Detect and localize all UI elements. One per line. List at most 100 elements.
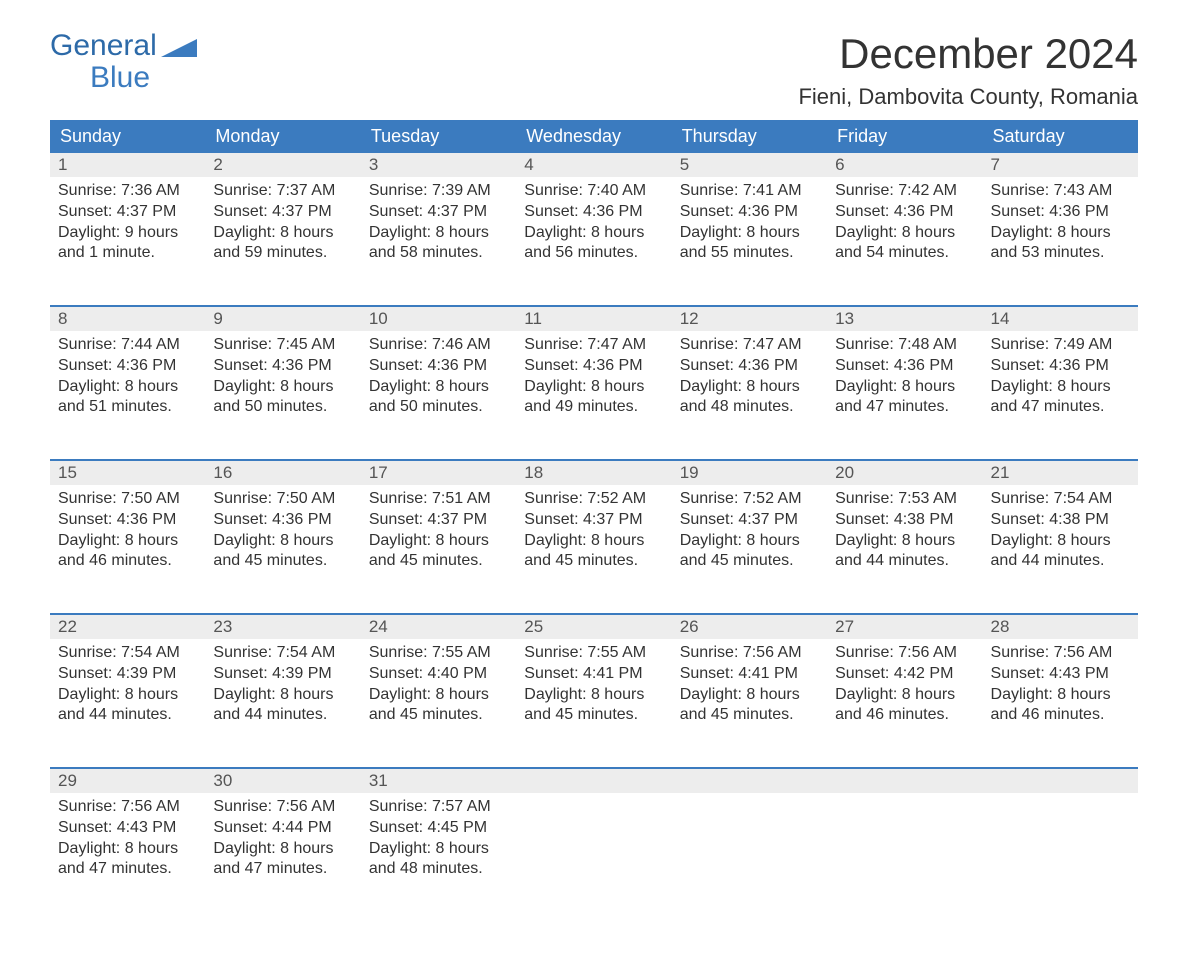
day1-text: Daylight: 8 hours	[369, 377, 508, 398]
sunset-text: Sunset: 4:43 PM	[58, 818, 197, 839]
sunset-text: Sunset: 4:37 PM	[369, 510, 508, 531]
day-cell: Sunrise: 7:54 AMSunset: 4:39 PMDaylight:…	[205, 639, 360, 768]
day-cell: Sunrise: 7:50 AMSunset: 4:36 PMDaylight:…	[205, 485, 360, 614]
sunrise-text: Sunrise: 7:56 AM	[835, 643, 974, 664]
day-number: 17	[361, 461, 516, 485]
day1-text: Daylight: 8 hours	[213, 377, 352, 398]
day2-text: and 56 minutes.	[524, 243, 663, 264]
day-cell: Sunrise: 7:57 AMSunset: 4:45 PMDaylight:…	[361, 793, 516, 921]
day-body-row: Sunrise: 7:36 AMSunset: 4:37 PMDaylight:…	[50, 177, 1138, 306]
day-cell: Sunrise: 7:36 AMSunset: 4:37 PMDaylight:…	[50, 177, 205, 306]
brand-logo: General Blue	[50, 30, 197, 93]
day-cell: Sunrise: 7:43 AMSunset: 4:36 PMDaylight:…	[983, 177, 1138, 306]
weekday-header: Monday	[205, 120, 360, 153]
day1-text: Daylight: 8 hours	[835, 531, 974, 552]
sunrise-text: Sunrise: 7:54 AM	[213, 643, 352, 664]
day-cell: Sunrise: 7:54 AMSunset: 4:39 PMDaylight:…	[50, 639, 205, 768]
day-cell: Sunrise: 7:39 AMSunset: 4:37 PMDaylight:…	[361, 177, 516, 306]
sunrise-text: Sunrise: 7:53 AM	[835, 489, 974, 510]
day1-text: Daylight: 8 hours	[58, 531, 197, 552]
day1-text: Daylight: 8 hours	[369, 685, 508, 706]
day-cell: Sunrise: 7:55 AMSunset: 4:40 PMDaylight:…	[361, 639, 516, 768]
day2-text: and 47 minutes.	[58, 859, 197, 880]
sunrise-text: Sunrise: 7:47 AM	[680, 335, 819, 356]
weekday-header-row: Sunday Monday Tuesday Wednesday Thursday…	[50, 120, 1138, 153]
sunset-text: Sunset: 4:39 PM	[58, 664, 197, 685]
sunset-text: Sunset: 4:36 PM	[369, 356, 508, 377]
day-cell: Sunrise: 7:56 AMSunset: 4:43 PMDaylight:…	[983, 639, 1138, 768]
sunset-text: Sunset: 4:45 PM	[369, 818, 508, 839]
sunset-text: Sunset: 4:36 PM	[58, 510, 197, 531]
sunrise-text: Sunrise: 7:41 AM	[680, 181, 819, 202]
day-number: 28	[983, 615, 1138, 639]
day2-text: and 45 minutes.	[369, 551, 508, 572]
day1-text: Daylight: 8 hours	[524, 531, 663, 552]
day-cell: Sunrise: 7:55 AMSunset: 4:41 PMDaylight:…	[516, 639, 671, 768]
sunset-text: Sunset: 4:40 PM	[369, 664, 508, 685]
sunrise-text: Sunrise: 7:37 AM	[213, 181, 352, 202]
sunrise-text: Sunrise: 7:42 AM	[835, 181, 974, 202]
weekday-header: Thursday	[672, 120, 827, 153]
day-cell: Sunrise: 7:47 AMSunset: 4:36 PMDaylight:…	[516, 331, 671, 460]
location-label: Fieni, Dambovita County, Romania	[798, 84, 1138, 110]
day-number-row: 293031	[50, 769, 1138, 793]
day-number: 3	[361, 153, 516, 177]
day1-text: Daylight: 8 hours	[835, 377, 974, 398]
sunset-text: Sunset: 4:41 PM	[524, 664, 663, 685]
sunset-text: Sunset: 4:38 PM	[991, 510, 1130, 531]
day-number: 1	[50, 153, 205, 177]
day2-text: and 47 minutes.	[213, 859, 352, 880]
day1-text: Daylight: 8 hours	[213, 685, 352, 706]
day-number: 21	[983, 461, 1138, 485]
day1-text: Daylight: 8 hours	[680, 377, 819, 398]
sunset-text: Sunset: 4:42 PM	[835, 664, 974, 685]
day2-text: and 53 minutes.	[991, 243, 1130, 264]
sunrise-text: Sunrise: 7:55 AM	[524, 643, 663, 664]
day-number-row: 22232425262728	[50, 615, 1138, 639]
day2-text: and 45 minutes.	[213, 551, 352, 572]
day-cell	[516, 793, 671, 921]
sunrise-text: Sunrise: 7:57 AM	[369, 797, 508, 818]
sunrise-text: Sunrise: 7:50 AM	[58, 489, 197, 510]
sunset-text: Sunset: 4:36 PM	[835, 202, 974, 223]
day-number: 6	[827, 153, 982, 177]
day1-text: Daylight: 8 hours	[835, 223, 974, 244]
day2-text: and 45 minutes.	[524, 551, 663, 572]
day1-text: Daylight: 8 hours	[213, 531, 352, 552]
day2-text: and 46 minutes.	[991, 705, 1130, 726]
sunset-text: Sunset: 4:36 PM	[213, 510, 352, 531]
sunrise-text: Sunrise: 7:46 AM	[369, 335, 508, 356]
day1-text: Daylight: 8 hours	[524, 685, 663, 706]
sunrise-text: Sunrise: 7:56 AM	[991, 643, 1130, 664]
day-number: 22	[50, 615, 205, 639]
day-cell: Sunrise: 7:52 AMSunset: 4:37 PMDaylight:…	[516, 485, 671, 614]
day2-text: and 47 minutes.	[835, 397, 974, 418]
day-number: 10	[361, 307, 516, 331]
day2-text: and 50 minutes.	[369, 397, 508, 418]
flag-icon	[161, 35, 197, 57]
day2-text: and 46 minutes.	[58, 551, 197, 572]
sunset-text: Sunset: 4:37 PM	[213, 202, 352, 223]
day-number: 18	[516, 461, 671, 485]
day-number: 30	[205, 769, 360, 793]
weekday-header: Saturday	[983, 120, 1138, 153]
sunrise-text: Sunrise: 7:48 AM	[835, 335, 974, 356]
sunset-text: Sunset: 4:38 PM	[835, 510, 974, 531]
day1-text: Daylight: 8 hours	[680, 531, 819, 552]
day2-text: and 48 minutes.	[680, 397, 819, 418]
day-cell: Sunrise: 7:44 AMSunset: 4:36 PMDaylight:…	[50, 331, 205, 460]
day-cell: Sunrise: 7:51 AMSunset: 4:37 PMDaylight:…	[361, 485, 516, 614]
day2-text: and 44 minutes.	[58, 705, 197, 726]
sunrise-text: Sunrise: 7:47 AM	[524, 335, 663, 356]
sunset-text: Sunset: 4:37 PM	[369, 202, 508, 223]
day-number: 29	[50, 769, 205, 793]
day-cell: Sunrise: 7:40 AMSunset: 4:36 PMDaylight:…	[516, 177, 671, 306]
sunrise-text: Sunrise: 7:49 AM	[991, 335, 1130, 356]
sunset-text: Sunset: 4:37 PM	[58, 202, 197, 223]
day-number: 12	[672, 307, 827, 331]
day-cell: Sunrise: 7:37 AMSunset: 4:37 PMDaylight:…	[205, 177, 360, 306]
day-cell: Sunrise: 7:46 AMSunset: 4:36 PMDaylight:…	[361, 331, 516, 460]
day1-text: Daylight: 8 hours	[524, 223, 663, 244]
day-cell: Sunrise: 7:47 AMSunset: 4:36 PMDaylight:…	[672, 331, 827, 460]
sunset-text: Sunset: 4:36 PM	[58, 356, 197, 377]
